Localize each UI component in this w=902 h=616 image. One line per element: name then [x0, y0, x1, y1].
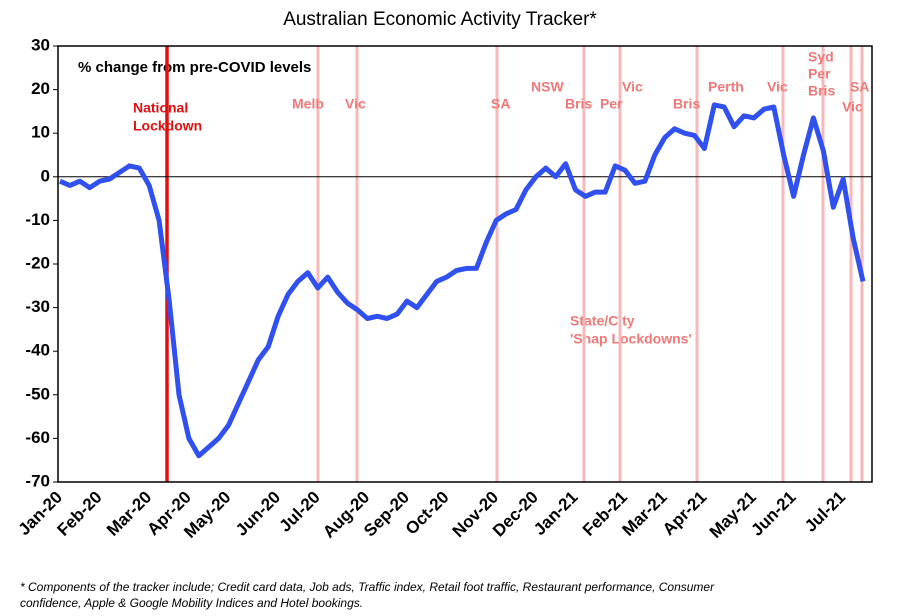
y-tick-label: -10 — [25, 210, 50, 229]
y-tick-label: -20 — [25, 253, 50, 272]
event-label: Per — [600, 96, 623, 112]
y-tick-label: -40 — [25, 341, 50, 360]
event-label: SA — [850, 79, 869, 95]
x-tick-label: May-21 — [706, 488, 760, 542]
y-tick-label: -30 — [25, 297, 50, 316]
x-tick-label: Aug-20 — [319, 488, 373, 542]
y-tick-label: 0 — [41, 166, 50, 185]
x-tick-label: Mar-21 — [619, 488, 671, 540]
event-label: Vic — [767, 79, 788, 95]
x-tick-label: Mar-20 — [103, 488, 155, 540]
x-tick-label: Jun-20 — [232, 488, 284, 540]
event-label: Vic — [622, 79, 643, 95]
event-label: Bris — [808, 83, 835, 99]
x-tick-label: Jan-21 — [530, 488, 582, 540]
y-tick-label: 30 — [31, 35, 50, 54]
x-tick-label: Jun-21 — [747, 488, 799, 540]
x-tick-label: Apr-21 — [659, 488, 711, 540]
x-tick-label: Feb-20 — [53, 488, 105, 540]
y-tick-label: -70 — [25, 471, 50, 490]
annotation: 'Snap Lockdowns' — [570, 331, 692, 347]
chart-title: Australian Economic Activity Tracker* — [283, 9, 597, 30]
event-label: Vic — [345, 96, 366, 112]
event-label: Per — [808, 66, 831, 82]
event-label: SA — [491, 96, 510, 112]
event-label: Perth — [708, 79, 744, 95]
x-tick-label: Jul-20 — [276, 488, 324, 536]
subtitle: % change from pre-COVID levels — [78, 59, 311, 76]
data-line — [59, 102, 866, 459]
annotation: National — [133, 100, 188, 116]
y-tick-label: 20 — [31, 79, 50, 98]
x-tick-label: Dec-20 — [489, 488, 542, 541]
y-tick-label: 10 — [31, 123, 50, 142]
footnote: confidence, Apple & Google Mobility Indi… — [20, 596, 363, 610]
x-tick-label: Jul-21 — [801, 488, 849, 536]
event-label: Melb — [292, 96, 324, 112]
event-label: NSW — [531, 79, 564, 95]
x-tick-label: Sep-20 — [360, 488, 413, 541]
event-label: Vic — [842, 99, 863, 115]
y-tick-label: -60 — [25, 428, 50, 447]
footnote: * Components of the tracker include; Cre… — [20, 580, 715, 594]
event-label: Bris — [565, 96, 592, 112]
event-label: Syd — [808, 49, 834, 65]
x-tick-label: Oct-20 — [402, 488, 453, 539]
y-tick-label: -50 — [25, 384, 50, 403]
annotation: State/City — [570, 313, 635, 329]
event-label: Bris — [673, 96, 700, 112]
